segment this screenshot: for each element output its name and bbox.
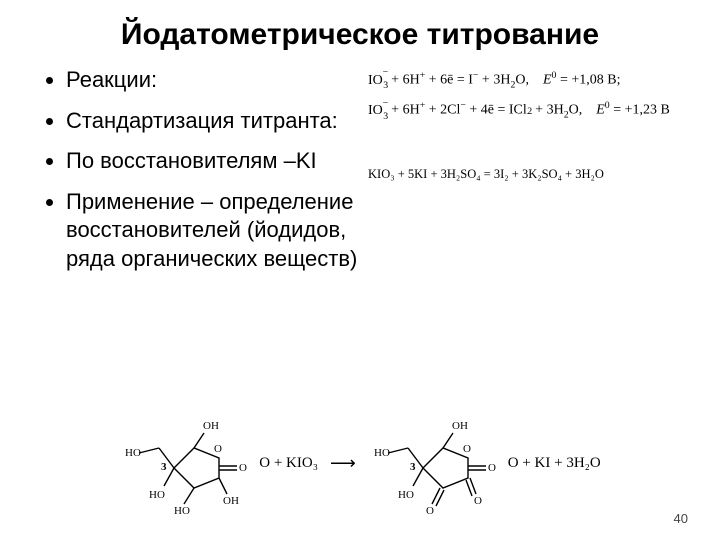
svg-text:HO: HO bbox=[398, 489, 414, 501]
label-o: O bbox=[239, 462, 247, 474]
equations-region: IO 3 − + 6H+ + 6ē = I− + 3H2O, E0 = +1,0… bbox=[360, 66, 680, 286]
molecule-left: HO OH HO HO OH O O 3 bbox=[119, 408, 269, 518]
equation-1: IO 3 − + 6H+ + 6ē = I− + 3H2O, E0 = +1,0… bbox=[368, 70, 680, 90]
svg-text:HO: HO bbox=[374, 447, 390, 459]
bullet-list: Реакции: Стандартизация титранта: По вос… bbox=[40, 66, 360, 286]
svg-text:O: O bbox=[488, 462, 496, 474]
bullet-1: Реакции: bbox=[66, 66, 360, 95]
bullet-3: По восстановителям –KI bbox=[66, 147, 360, 176]
eq2-species: IO bbox=[368, 103, 383, 118]
label-oh3: OH bbox=[223, 495, 239, 507]
label-oh: OH bbox=[203, 420, 219, 432]
label-oh2: HO bbox=[174, 505, 190, 517]
coeff-right: 3 bbox=[410, 461, 416, 473]
content-row: Реакции: Стандартизация титранта: По вос… bbox=[40, 66, 680, 286]
slide-title: Йодатометрическое титрование bbox=[40, 18, 680, 52]
equation-2: IO 3 − + 6H+ + 2Cl− + 4ē = ICl2− + 3H2O,… bbox=[368, 100, 680, 120]
svg-text:O: O bbox=[426, 505, 434, 517]
tail-products: O + KI + 3H₂O bbox=[508, 455, 601, 472]
equation-3: KIO₃ + 5KI + 3H₂SO₄ = 3I₂ + 3K₂SO₄ + 3H₂… bbox=[368, 167, 680, 182]
svg-text:OH: OH bbox=[452, 420, 468, 432]
label-ho: HO bbox=[125, 447, 141, 459]
bullet-2: Стандартизация титранта: bbox=[66, 107, 360, 136]
svg-text:O: O bbox=[463, 443, 471, 455]
label-ringO: O bbox=[214, 443, 222, 455]
eq1-species: IO bbox=[368, 73, 383, 88]
svg-text:O: O bbox=[474, 495, 482, 507]
page-number: 40 bbox=[674, 511, 688, 526]
coeff-left: 3 bbox=[161, 461, 167, 473]
arrow-icon: ⟶ bbox=[330, 453, 356, 474]
bottom-reaction: HO OH HO HO OH O O 3 O + KIO₃ ⟶ bbox=[0, 408, 720, 518]
molecule-right: HO OH HO O O O O 3 bbox=[368, 408, 518, 518]
label-ho2: HO bbox=[149, 489, 165, 501]
bullet-4: Применение – определение восстановителей… bbox=[66, 188, 360, 274]
